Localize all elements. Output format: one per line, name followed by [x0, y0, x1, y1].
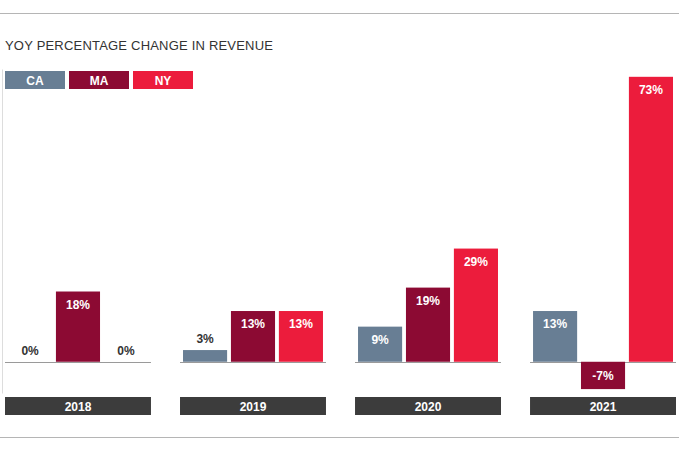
bar [279, 311, 323, 362]
bottom-rule [0, 437, 679, 438]
bar [183, 350, 227, 362]
bar [629, 77, 673, 362]
bar [358, 327, 402, 362]
category-band [180, 397, 326, 415]
top-rule [0, 13, 679, 14]
data-label: 0% [117, 344, 135, 358]
legend-label: MA [90, 74, 109, 88]
bar [581, 362, 625, 389]
baseline [5, 362, 151, 363]
data-label: -7% [592, 369, 614, 383]
data-label: 13% [543, 317, 567, 331]
bar [406, 288, 450, 362]
data-label: 73% [639, 83, 663, 97]
data-label: 13% [241, 317, 265, 331]
baseline [180, 362, 326, 363]
category-label: 2019 [240, 400, 267, 414]
bars [56, 77, 673, 389]
bar [8, 361, 52, 362]
category-label: 2021 [590, 400, 617, 414]
category-band [530, 397, 676, 415]
bar [533, 311, 577, 362]
data-label: 18% [66, 298, 90, 312]
legend-swatch [133, 71, 193, 89]
bar [56, 292, 100, 362]
x-axis: 2018 2019 2020 2021 [5, 397, 676, 415]
category-band [5, 397, 151, 415]
bar [454, 249, 498, 362]
data-label: 0% [21, 344, 39, 358]
category-label: 2020 [415, 400, 442, 414]
legend: CA MA NY [5, 71, 193, 89]
legend-swatch [5, 71, 65, 89]
legend-swatch [69, 71, 129, 89]
chart: YOY PERCENTAGE CHANGE IN REVENUECAMANY0%… [0, 0, 679, 450]
data-label: 13% [289, 317, 313, 331]
data-label: 19% [416, 294, 440, 308]
data-labels: 0% 3% 9% 13% 18% 13% 19% -7% 0% 13% 29% 73% [21, 83, 663, 383]
baseline [355, 362, 501, 363]
data-label: 3% [196, 332, 214, 346]
legend-label: NY [155, 74, 172, 88]
category-label: 2018 [65, 400, 92, 414]
y-axis [2, 70, 3, 394]
category-band [355, 397, 501, 415]
y-axis-line [2, 70, 3, 394]
data-label: 9% [371, 333, 389, 347]
bar [231, 311, 275, 362]
title: YOY PERCENTAGE CHANGE IN REVENUE [5, 38, 273, 53]
bar [104, 361, 148, 362]
data-label: 29% [464, 255, 488, 269]
legend-label: CA [26, 74, 44, 88]
